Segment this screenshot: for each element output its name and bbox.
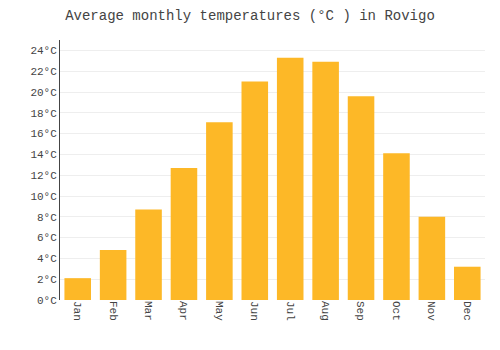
svg-text:12°C: 12°C (30, 170, 57, 182)
svg-text:20°C: 20°C (30, 87, 57, 99)
svg-text:22°C: 22°C (30, 66, 57, 78)
svg-text:Jun: Jun (248, 301, 260, 321)
svg-text:4°C: 4°C (37, 253, 57, 265)
svg-text:Dec: Dec (461, 301, 473, 321)
svg-text:Average monthly temperatures (: Average monthly temperatures (°C ) in Ro… (65, 8, 435, 24)
svg-text:May: May (213, 301, 225, 321)
svg-text:Oct: Oct (390, 301, 402, 321)
svg-text:14°C: 14°C (30, 149, 57, 161)
svg-text:Apr: Apr (177, 301, 189, 321)
svg-text:Feb: Feb (107, 301, 119, 321)
svg-text:Jan: Jan (71, 301, 83, 321)
svg-text:0°C: 0°C (37, 295, 57, 307)
svg-text:24°C: 24°C (30, 45, 57, 57)
svg-text:Aug: Aug (319, 301, 331, 321)
svg-text:6°C: 6°C (37, 232, 57, 244)
svg-text:8°C: 8°C (37, 212, 57, 224)
svg-text:Nov: Nov (425, 301, 437, 321)
svg-text:Mar: Mar (142, 301, 154, 321)
svg-text:Jul: Jul (284, 301, 296, 321)
svg-text:18°C: 18°C (30, 108, 57, 120)
svg-text:10°C: 10°C (30, 191, 57, 203)
svg-text:2°C: 2°C (37, 274, 57, 286)
svg-text:Sep: Sep (354, 301, 366, 321)
svg-text:16°C: 16°C (30, 128, 57, 140)
